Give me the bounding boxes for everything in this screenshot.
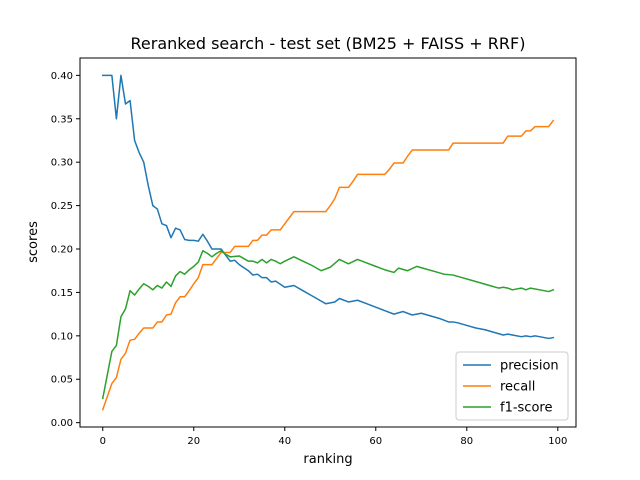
series-line-precision	[102, 74, 555, 340]
chart-title: Reranked search - test set (BM25 + FAISS…	[131, 34, 526, 53]
axes-frame	[79, 57, 577, 428]
y-tick-label: 0.00	[51, 418, 73, 429]
legend: precision recall f1-score	[455, 351, 569, 421]
y-axis-label: scores	[26, 221, 41, 263]
x-tick-label: 100	[548, 436, 567, 447]
y-tick-label: 0.15	[51, 288, 73, 299]
y-tick-label: 0.25	[51, 201, 73, 212]
y-axis: 0.00 0.05 0.10 0.15 0.20 0.25 0.30 0.35 0.40	[51, 71, 80, 429]
y-tick-label: 0.35	[51, 114, 73, 125]
x-tick-label: 0	[100, 436, 106, 447]
legend-box	[455, 351, 569, 421]
y-tick-label: 0.10	[51, 331, 73, 342]
plot-area	[79, 57, 577, 428]
y-tick-label: 0.40	[51, 71, 73, 82]
x-tick-label: 40	[278, 436, 291, 447]
y-tick-label: 0.05	[51, 375, 73, 386]
y-tick-label: 0.30	[51, 158, 73, 169]
x-axis-label: ranking	[303, 452, 352, 467]
x-axis: 0 20 40 60 80 100	[100, 427, 567, 447]
x-tick-label: 80	[460, 436, 473, 447]
y-tick-label: 0.20	[51, 245, 73, 256]
legend-label-precision: precision	[500, 359, 559, 374]
legend-label-f1-score: f1-score	[500, 401, 552, 416]
x-tick-label: 20	[187, 436, 200, 447]
x-tick-label: 60	[369, 436, 382, 447]
series-line-f1-score	[101, 250, 555, 400]
legend-label-recall: recall	[500, 380, 535, 395]
series-line-recall	[101, 119, 555, 411]
series-layer	[101, 74, 555, 411]
